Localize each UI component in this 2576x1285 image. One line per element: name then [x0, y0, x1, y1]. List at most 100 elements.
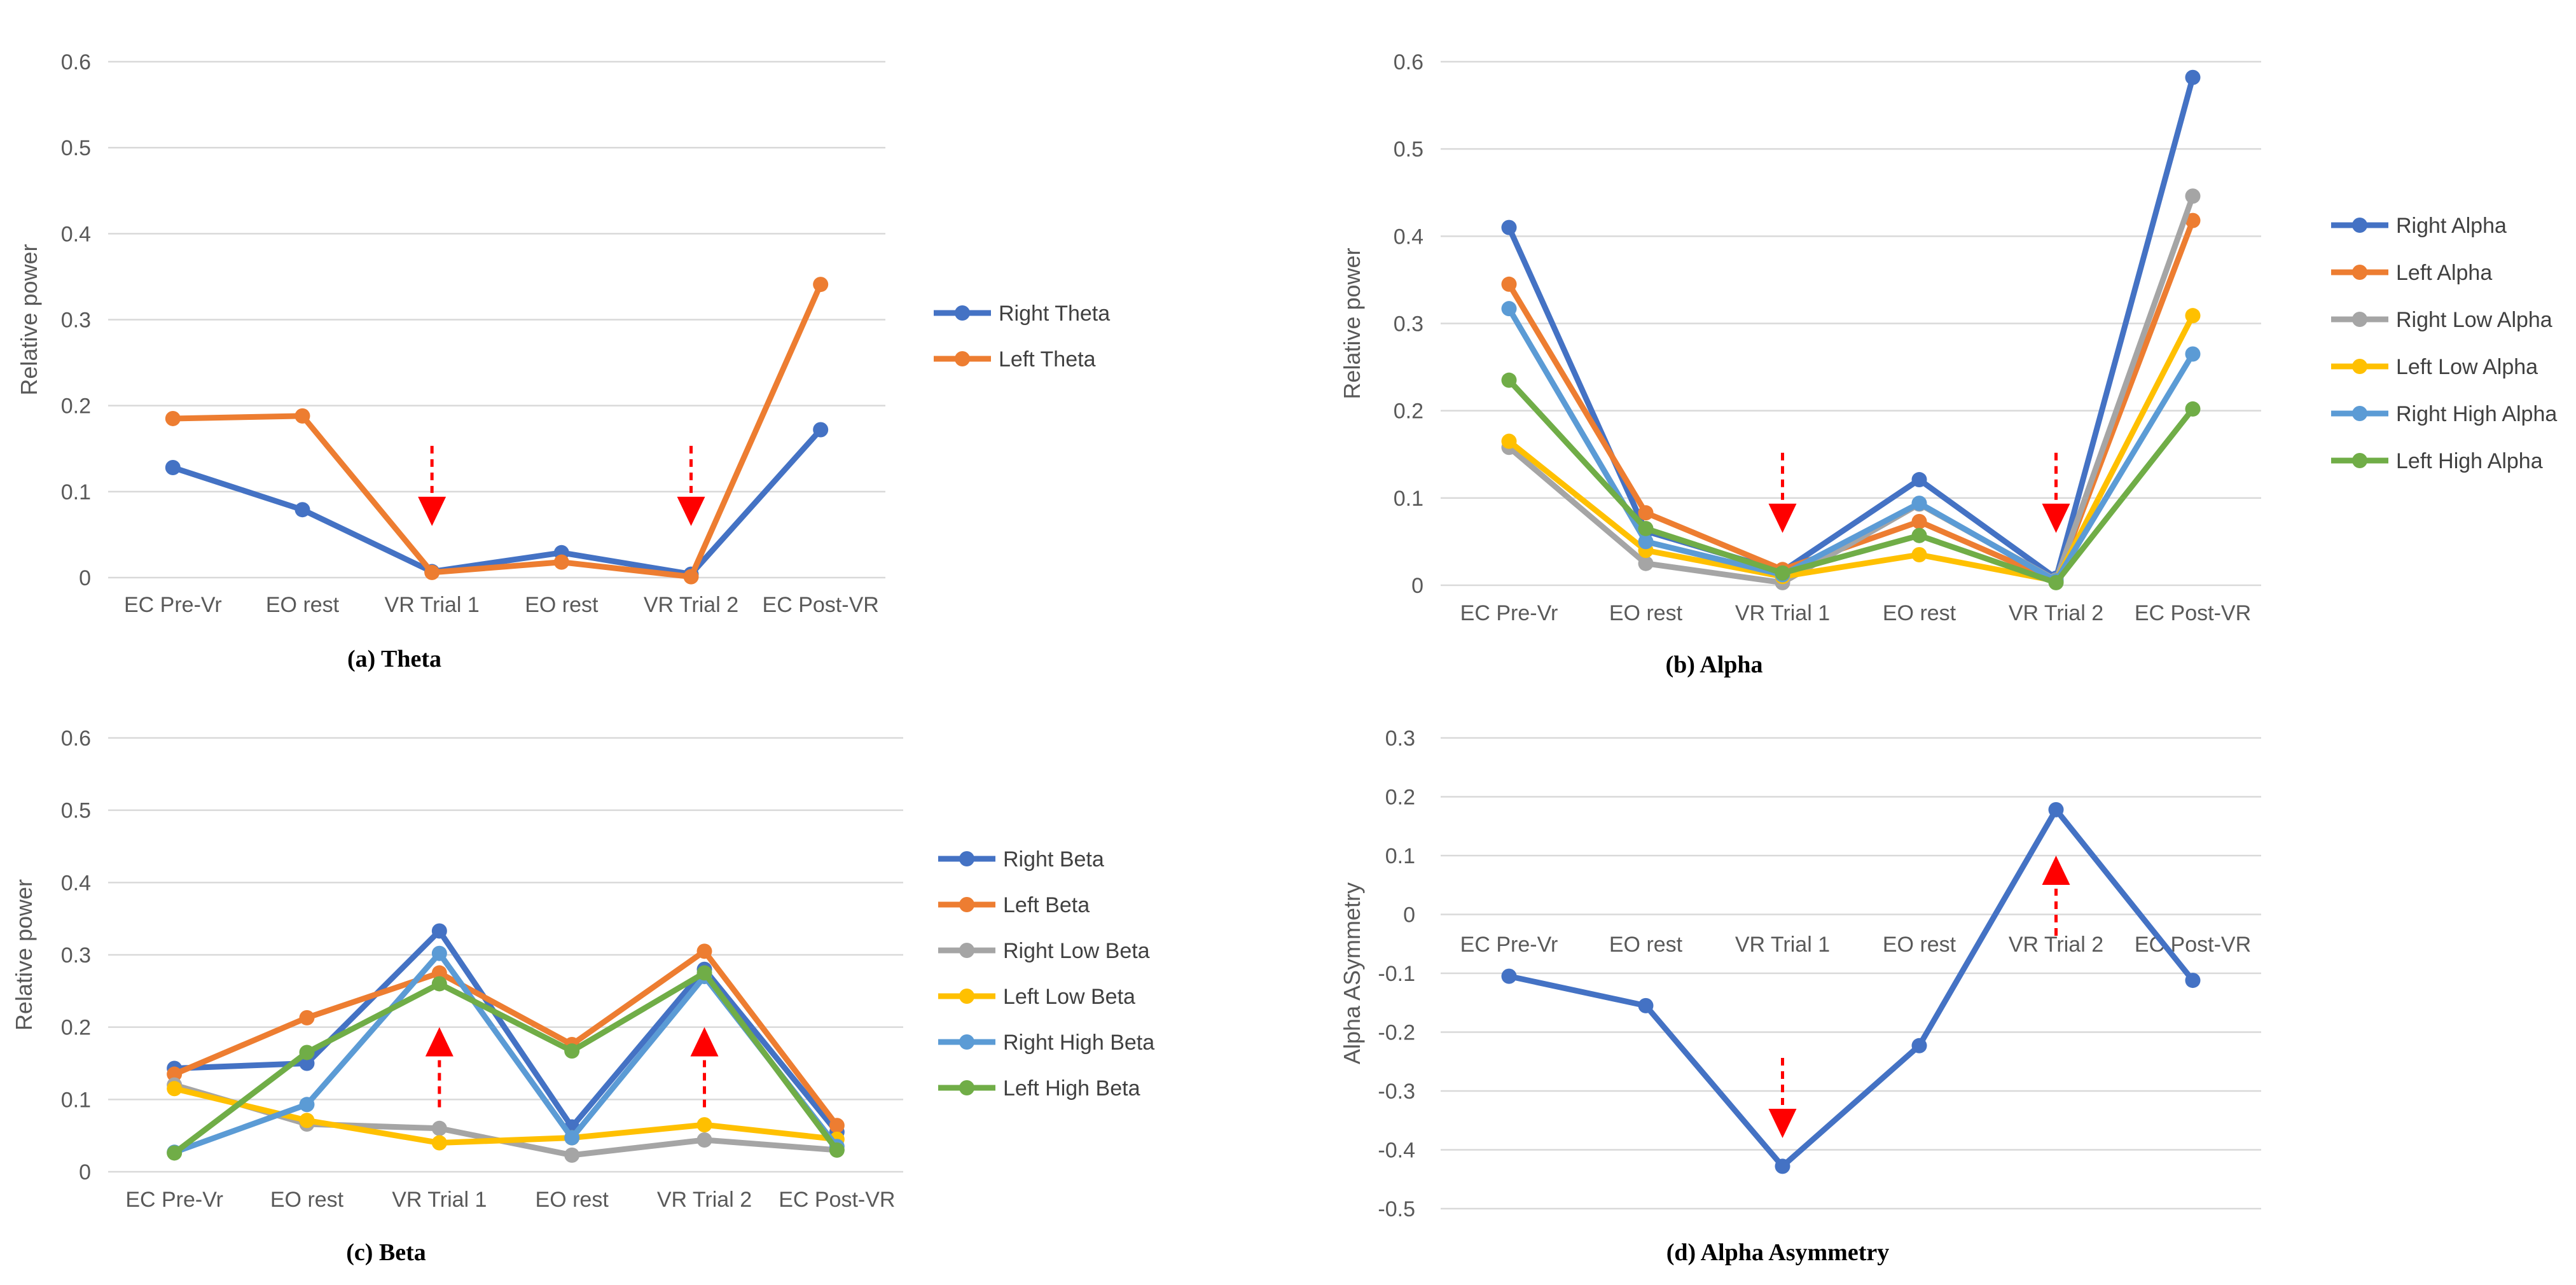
legend-marker-alpha-1	[2352, 265, 2367, 280]
legend-label-alpha-5: Left High Alpha	[2396, 449, 2543, 473]
data-point-beta-1	[431, 965, 447, 981]
data-point-alpha-3	[1911, 546, 1927, 562]
arrow-theta-0-head	[418, 496, 447, 526]
ytick-label-theta: 0.1	[61, 480, 91, 504]
xtick-label-alpha: VR Trial 1	[1735, 601, 1830, 625]
series-line-asymmetry-0	[1506, 807, 2196, 1169]
ytick-label-alpha: 0.4	[1394, 225, 1423, 249]
ytick-label-beta: 0.4	[61, 871, 91, 895]
data-point-theta-1	[165, 410, 181, 426]
data-point-beta-4	[299, 1097, 315, 1113]
data-point-beta-4	[431, 945, 447, 961]
legend-label-beta-5: Left High Beta	[1003, 1076, 1140, 1101]
data-point-alpha-1	[1501, 276, 1517, 292]
data-point-beta-5	[829, 1142, 845, 1158]
legend-marker-beta-5	[959, 1080, 974, 1095]
chart-theta: (a) Theta 0 0.1 0.2 0.3 0.4 0.5 0.6 Relative po…	[16, 50, 1110, 672]
data-point-alpha-3	[1501, 433, 1517, 449]
data-point-theta-0	[813, 422, 829, 438]
data-point-beta-3	[299, 1113, 315, 1129]
legend-marker-alpha-0	[2352, 218, 2367, 233]
ytick-label-theta: 0.6	[61, 50, 91, 74]
data-point-beta-1	[167, 1066, 183, 1082]
ytick-label-theta: 0.3	[61, 309, 91, 333]
series-line-beta-4	[171, 950, 840, 1155]
legend-label-alpha-1: Left Alpha	[2396, 261, 2492, 285]
caption-theta: (a) Theta	[347, 646, 441, 672]
legend-label-theta-0: Right Theta	[999, 302, 1110, 326]
xtick-label-asymmetry: EC Post-VR	[2135, 933, 2251, 957]
data-point-alpha-0	[1911, 472, 1927, 488]
arrow-alpha-1-head	[2042, 503, 2070, 533]
legend-marker-theta-0	[955, 305, 970, 321]
data-point-asymmetry-0	[2185, 973, 2201, 989]
series-line-beta-1	[171, 948, 840, 1129]
data-point-beta-2	[564, 1147, 580, 1163]
data-point-beta-2	[696, 1132, 712, 1148]
data-point-alpha-4	[1638, 534, 1654, 550]
series-line-alpha-5	[1506, 377, 2196, 586]
data-point-beta-1	[299, 1010, 315, 1025]
chart-beta: (c) Beta 0 0.1 0.2 0.3 0.4 0.5 0.6 Relative pow…	[11, 726, 1154, 1266]
xtick-label-asymmetry: EC Pre-Vr	[1460, 933, 1558, 957]
data-point-beta-5	[696, 965, 712, 981]
legend-marker-beta-4	[959, 1034, 974, 1050]
ytick-label-asymmetry: 0.1	[1385, 844, 1415, 868]
data-point-asymmetry-0	[1911, 1038, 1927, 1053]
data-point-alpha-4	[2185, 346, 2201, 362]
ytick-label-theta: 0.5	[61, 136, 91, 160]
data-point-beta-5	[167, 1145, 183, 1161]
ytick-label-asymmetry: -0.5	[1378, 1197, 1415, 1221]
data-point-alpha-1	[1911, 513, 1927, 529]
legend-label-alpha-3: Left Low Alpha	[2396, 355, 2538, 379]
legend-marker-alpha-2	[2352, 312, 2367, 327]
ytick-label-asymmetry: -0.3	[1378, 1080, 1415, 1104]
data-point-theta-1	[813, 277, 829, 293]
ytick-label-asymmetry: 0.2	[1385, 786, 1415, 810]
caption-asymmetry: (d) Alpha Asymmetry	[1666, 1239, 1889, 1266]
legend-marker-beta-0	[959, 851, 974, 866]
data-point-alpha-5	[1638, 520, 1654, 536]
data-point-alpha-5	[2048, 574, 2064, 590]
series-line-alpha-3	[1506, 312, 2196, 584]
data-point-alpha-4	[1911, 496, 1927, 511]
arrow-beta-1-head	[690, 1027, 719, 1057]
ytick-label-alpha: 0	[1411, 574, 1423, 598]
data-point-theta-0	[165, 459, 181, 475]
ytick-label-beta: 0.3	[61, 943, 91, 968]
xtick-label-alpha: EO rest	[1609, 601, 1683, 625]
data-point-theta-0	[294, 502, 310, 518]
legend-marker-beta-3	[959, 989, 974, 1004]
legend-label-beta-1: Left Beta	[1003, 893, 1090, 917]
ytick-label-asymmetry: -0.4	[1378, 1139, 1415, 1163]
xtick-label-asymmetry: VR Trial 2	[2009, 933, 2103, 957]
ytick-label-beta: 0.5	[61, 799, 91, 823]
ytick-label-beta: 0	[79, 1160, 91, 1184]
xtick-label-theta: EC Post-VR	[763, 593, 879, 617]
data-point-beta-3	[431, 1135, 447, 1151]
arrow-theta-1-head	[677, 496, 705, 526]
data-point-beta-4	[564, 1130, 580, 1146]
data-point-asymmetry-0	[1501, 968, 1517, 984]
data-point-beta-0	[299, 1055, 315, 1071]
xtick-label-theta: EO rest	[525, 593, 599, 617]
xtick-label-asymmetry: EO rest	[1609, 933, 1683, 957]
ylabel-beta: Relative power	[11, 879, 37, 1031]
data-point-alpha-0	[2185, 69, 2201, 85]
data-point-alpha-2	[1638, 555, 1654, 571]
ytick-label-theta: 0.2	[61, 394, 91, 419]
series-line-alpha-2	[1506, 193, 2196, 586]
data-point-alpha-1	[1638, 505, 1654, 521]
ytick-label-alpha: 0.6	[1394, 50, 1423, 74]
data-point-alpha-5	[1501, 372, 1517, 388]
legend-marker-alpha-4	[2352, 406, 2367, 421]
ytick-label-alpha: 0.5	[1394, 137, 1423, 162]
data-point-beta-1	[696, 943, 712, 959]
legend-label-theta-1: Left Theta	[999, 347, 1096, 372]
data-point-asymmetry-0	[1638, 997, 1654, 1013]
ylabel-alpha: Relative power	[1339, 247, 1365, 399]
arrow-beta-0-head	[425, 1027, 454, 1057]
xtick-label-theta: VR Trial 2	[644, 593, 738, 617]
legend-label-alpha-2: Right Low Alpha	[2396, 308, 2552, 332]
